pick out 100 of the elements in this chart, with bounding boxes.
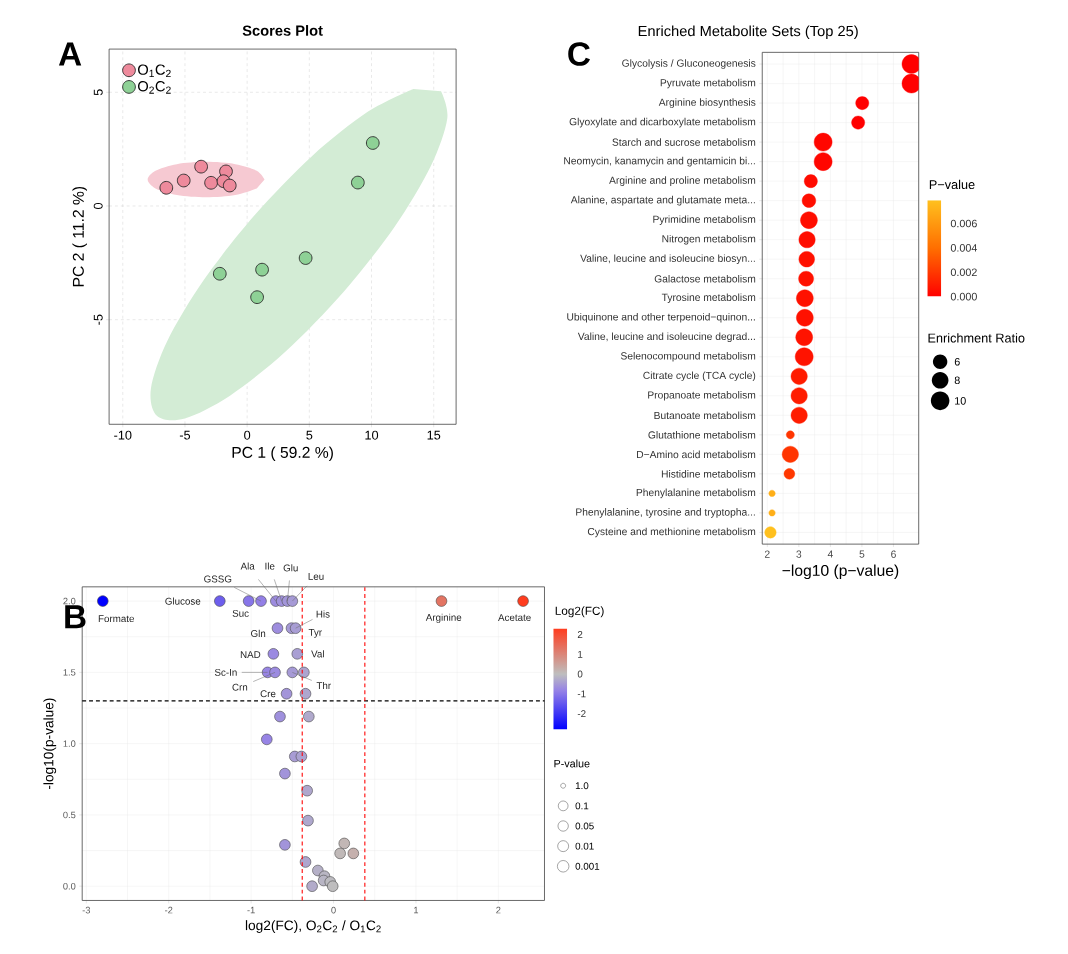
- chart-title: Enriched Metabolite Sets (Top 25): [638, 25, 858, 40]
- y-tick-label: 1.5: [63, 669, 76, 676]
- y-tick-label: Selenocompound metabolism: [620, 352, 756, 362]
- y-tick-label: Pyruvate metabolism: [660, 78, 756, 89]
- annotation: Cre: [260, 690, 276, 698]
- chart-title: Scores Plot: [242, 25, 323, 36]
- x-tick-label: 0: [331, 907, 336, 914]
- y-tick-label: Neomycin, kanamycin and gentamicin bi...: [564, 157, 755, 167]
- y-tick-label: Galactose metabolism: [654, 275, 756, 283]
- text: P-value: [554, 759, 590, 768]
- annotation: Gln: [251, 629, 266, 638]
- color-bar-label: -2: [577, 710, 586, 718]
- color-bar-title: P−value: [929, 179, 975, 190]
- y-tick-label: Arginine biosynthesis: [658, 98, 756, 109]
- y-tick-label: 0: [93, 203, 103, 210]
- x-tick-label: 6: [891, 550, 896, 558]
- y-tick-label: Arginine and proline metabolism: [609, 176, 756, 187]
- y-tick-label: Starch and sucrose metabolism: [612, 138, 756, 147]
- y-axis-title: -log10(p-value): [43, 698, 57, 790]
- y-tick-label: Butanoate metabolism: [654, 411, 756, 420]
- annotation: Suc: [232, 610, 249, 617]
- x-tick-label: -2: [165, 907, 173, 914]
- x-axis-title: PC 1 ( 59.2 %): [232, 446, 333, 462]
- annotation: Crn: [232, 683, 248, 691]
- annotation: His: [316, 610, 330, 618]
- annotation: Arginine: [425, 613, 462, 623]
- annotation: Tyr: [308, 629, 322, 638]
- x-tick-label: 5: [306, 430, 313, 440]
- text: 0.01: [575, 842, 594, 850]
- y-tick-label: Cysteine and methionine metabolism: [587, 527, 756, 538]
- x-tick-label: -3: [82, 907, 91, 914]
- y-tick-label: Glutathione metabolism: [648, 431, 756, 439]
- x-tick-label: -5: [179, 430, 191, 440]
- annotation: Acetate: [498, 614, 531, 622]
- color-bar-label: 0.002: [950, 268, 977, 277]
- y-tick-label: Phenylalanine metabolism: [636, 488, 756, 499]
- x-axis-title: −log10 (p−value): [782, 564, 899, 580]
- y-tick-label: Histidine metabolism: [661, 470, 756, 478]
- x-tick-label: 5: [859, 550, 865, 558]
- annotation: Thr: [316, 682, 331, 690]
- y-tick-label: Tyrosine metabolism: [661, 293, 756, 304]
- y-tick-label: Phenylalanine, tyrosine and tryptopha...: [576, 508, 755, 518]
- x-tick-label: 15: [427, 430, 441, 440]
- annotation: Formate: [98, 615, 135, 623]
- legend-label: O$_{2}$C$_{2}$: [138, 81, 171, 94]
- y-tick-label: Ubiquinone and other terpenoid−quinon...: [567, 313, 755, 323]
- y-tick-label: Valine, leucine and isoleucine biosyn...: [580, 254, 755, 265]
- color-bar-label: 2: [577, 631, 583, 639]
- color-bar-label: -1: [577, 690, 586, 698]
- y-tick-label: 0.5: [63, 811, 76, 819]
- x-tick-label: -10: [114, 430, 132, 440]
- annotation: GSSG: [204, 575, 232, 583]
- x-tick-label: 3: [796, 550, 802, 558]
- color-bar-label: 1: [578, 651, 583, 658]
- annotation: Leu: [308, 573, 324, 581]
- text: 0.1: [575, 802, 589, 810]
- text: 0.05: [575, 822, 594, 830]
- y-tick-label: 1.0: [63, 740, 76, 748]
- legend-label: 8: [954, 376, 960, 385]
- y-tick-label: -5: [93, 314, 103, 325]
- annotation: Ile: [265, 562, 275, 570]
- y-tick-label: Citrate cycle (TCA cycle): [643, 371, 756, 382]
- y-axis-title: PC 2 ( 11.2 %): [72, 187, 87, 287]
- x-tick-label: 2: [496, 907, 501, 914]
- legend-label: 6: [954, 358, 960, 366]
- annotation: Ala: [240, 562, 255, 570]
- y-tick-label: Propanoate metabolism: [648, 391, 756, 401]
- x-axis-title: log2(FC), O$_{2}$C$_{2}$ / O$_{1}$C$_{2}$: [245, 920, 381, 934]
- y-tick-label: Alanine, aspartate and glutamate meta...: [570, 196, 755, 206]
- color-bar-label: 0.000: [950, 292, 977, 301]
- annotation: NAD: [240, 651, 261, 659]
- annotation: Sc-In: [214, 669, 237, 676]
- x-tick-label: 0: [244, 430, 251, 440]
- x-tick-label: -1: [247, 907, 255, 914]
- y-tick-label: 0.0: [63, 883, 76, 890]
- y-tick-label: 5: [93, 89, 103, 96]
- annotation: B: [65, 605, 86, 629]
- legend-label: O$_{1}$C$_{2}$: [138, 64, 171, 78]
- x-tick-label: 1: [414, 907, 419, 914]
- x-tick-label: 2: [764, 550, 770, 558]
- legend-title: Enrichment Ratio: [928, 333, 1025, 343]
- annotation: Glu: [283, 564, 298, 572]
- color-bar-title: Log2(FC): [555, 606, 604, 618]
- annotation: Val: [311, 650, 324, 658]
- legend-label: 10: [955, 397, 966, 405]
- y-tick-label: Glycolysis / Gluconeogenesis: [622, 59, 756, 69]
- annotation: Glucose: [165, 597, 201, 605]
- text: C: [568, 42, 590, 66]
- y-tick-label: Glyoxylate and dicarboxylate metabolism: [569, 117, 756, 128]
- color-bar-label: 0.004: [950, 244, 978, 252]
- y-tick-label: Pyrimidine metabolism: [653, 215, 756, 226]
- x-tick-label: 4: [827, 550, 833, 558]
- text: A: [58, 42, 82, 66]
- x-tick-label: 10: [365, 430, 379, 440]
- text: 0.001: [575, 862, 600, 870]
- y-tick-label: D−Amino acid metabolism: [637, 450, 756, 459]
- y-tick-label: Nitrogen metabolism: [662, 235, 756, 245]
- color-bar-label: 0.006: [950, 219, 977, 228]
- y-tick-label: Valine, leucine and isoleucine degrad...: [577, 332, 755, 343]
- y-tick-label: 2.0: [63, 597, 76, 605]
